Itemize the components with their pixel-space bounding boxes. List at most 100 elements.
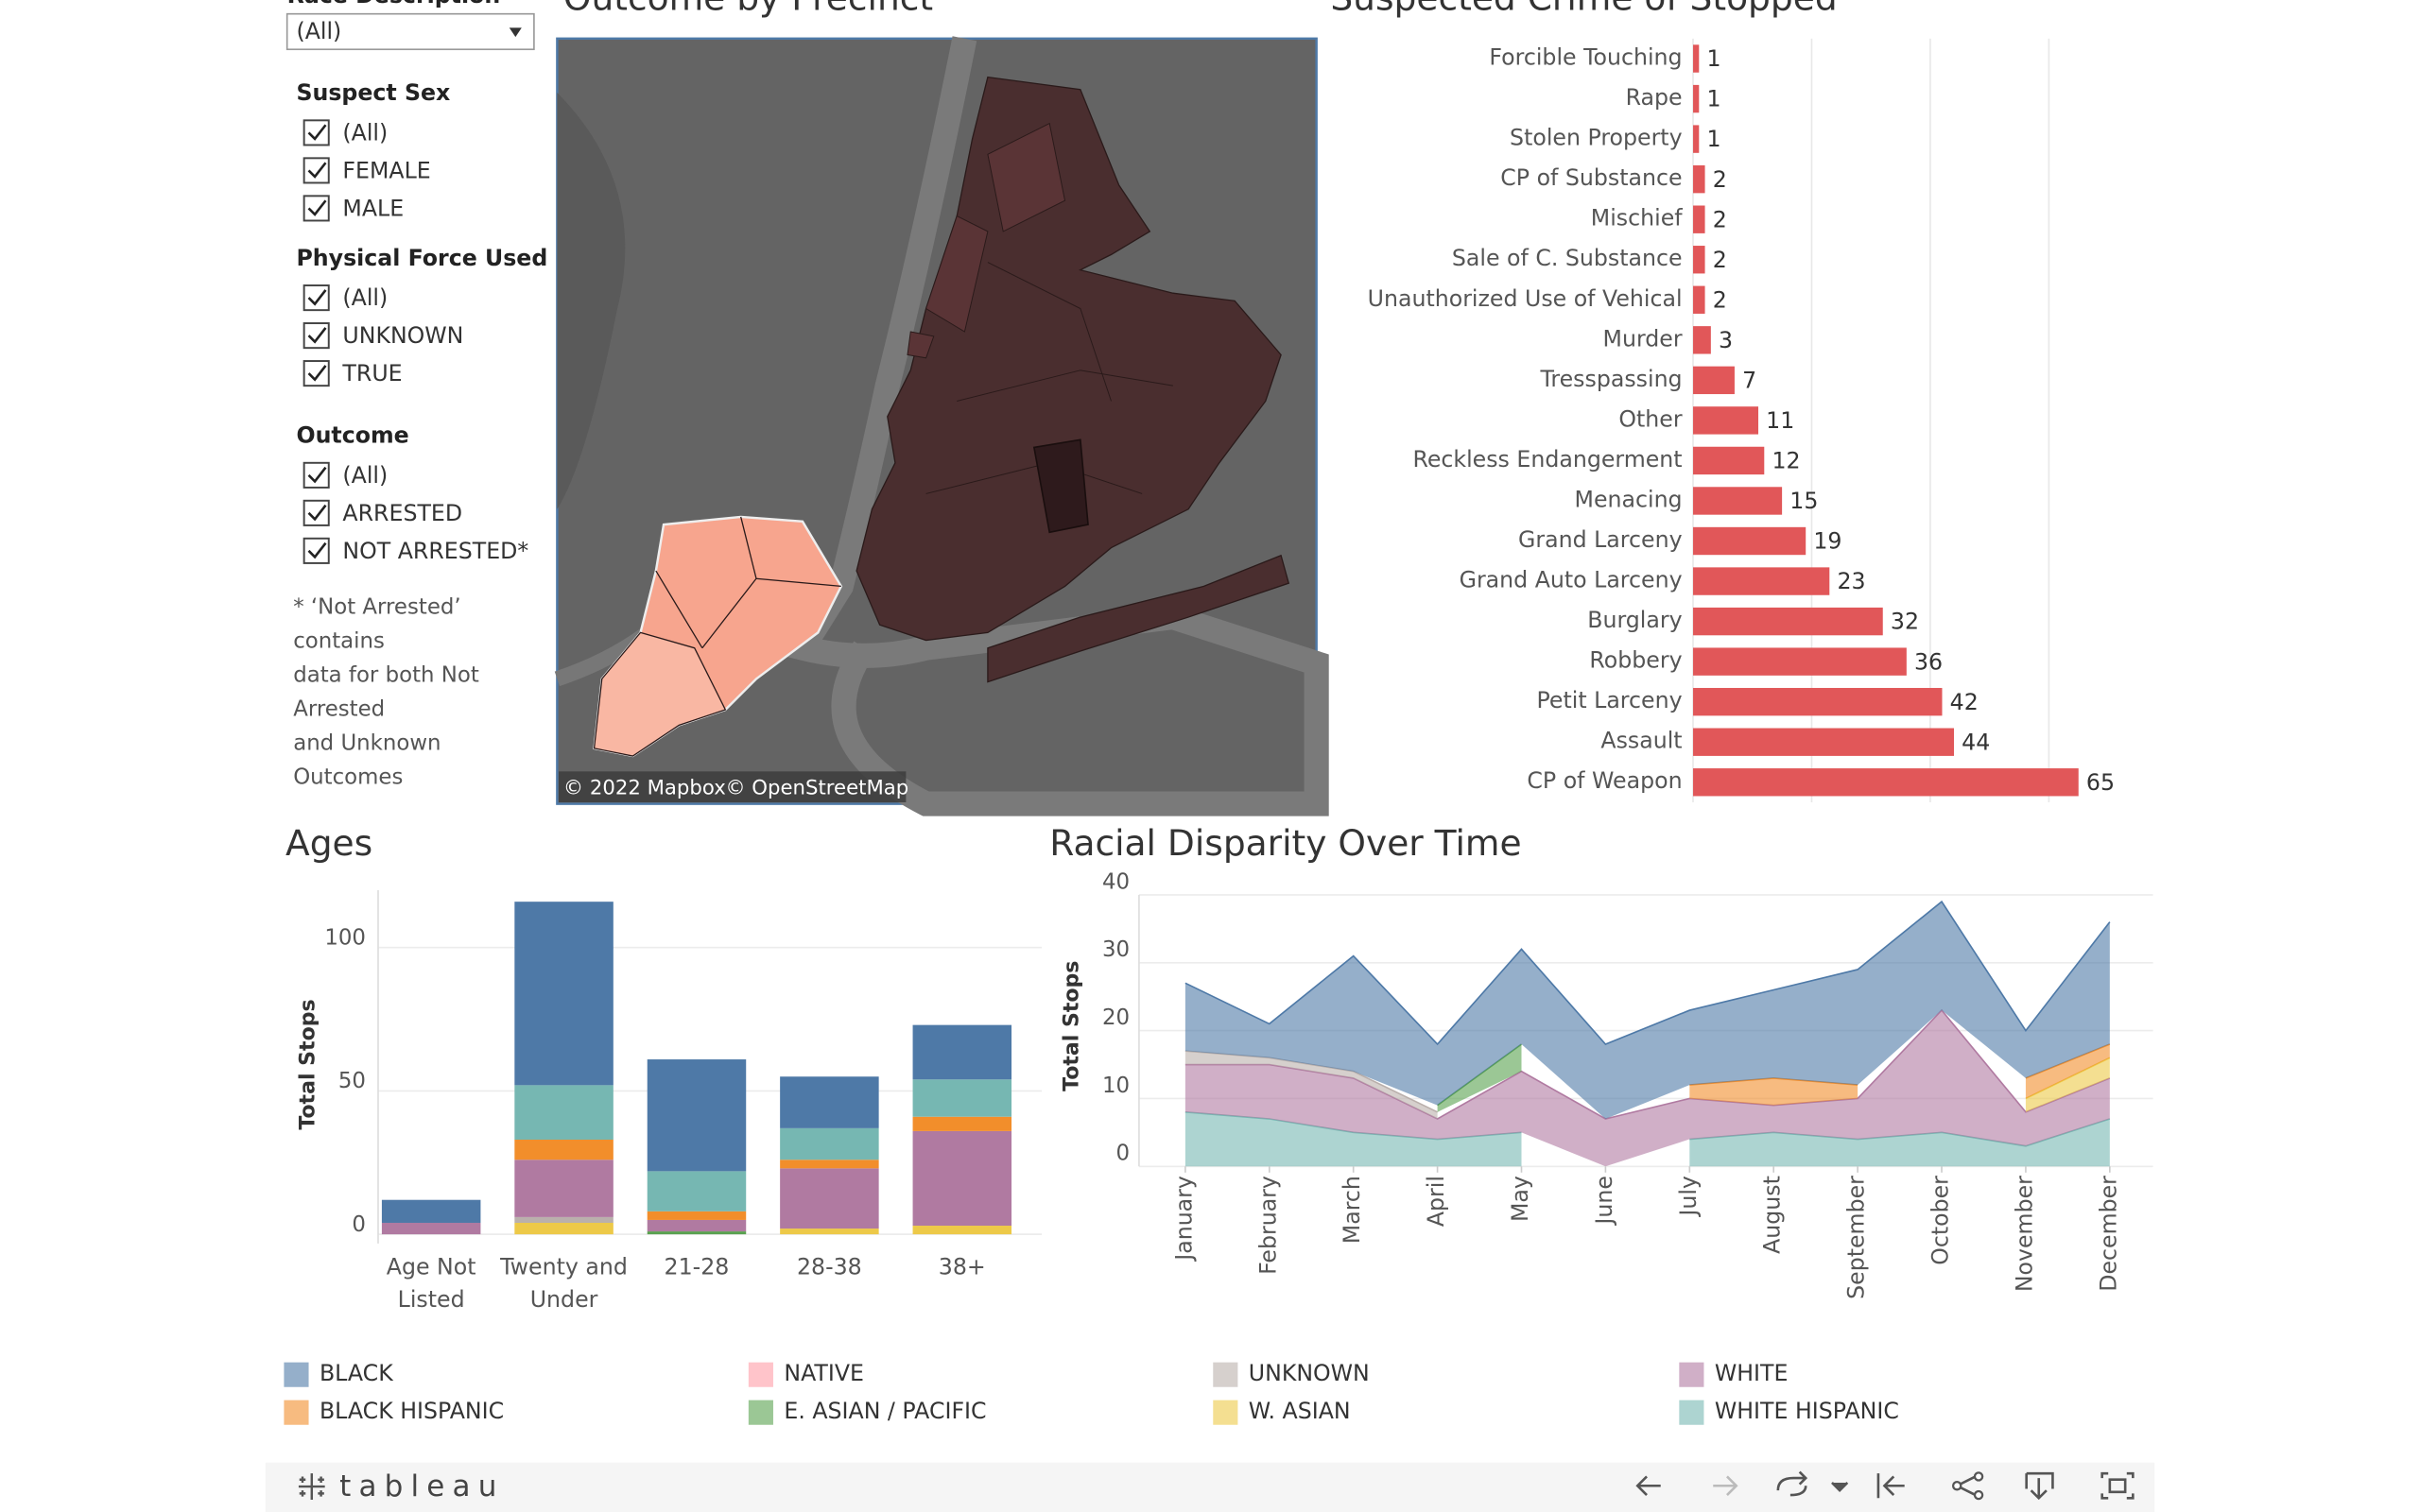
bar: [1693, 687, 1943, 716]
area: [2025, 1057, 2110, 1112]
checkbox-check: [307, 504, 327, 522]
filter-note: data for both Not: [293, 663, 479, 688]
x-tick-label: December: [2095, 1176, 2121, 1292]
filter-title: Physical Force Used: [296, 245, 547, 271]
dropdown-value: (All): [296, 18, 341, 44]
bar-segment: [381, 1199, 481, 1223]
bar-segment: [912, 1079, 1012, 1117]
bar: [1693, 44, 1700, 73]
bar-segment: [912, 1024, 1012, 1080]
category-label: Reckless Endangerment: [1412, 446, 1682, 472]
bar: [1693, 768, 2079, 797]
checkbox[interactable]: (All): [302, 461, 389, 489]
checkbox[interactable]: (All): [302, 119, 389, 146]
dropdown-arrow: [509, 27, 522, 38]
legend-label: W. ASIAN: [1249, 1398, 1351, 1424]
legend-label: BLACK HISPANIC: [320, 1398, 504, 1424]
area: [1184, 902, 2110, 1119]
data-label: 42: [1950, 689, 1979, 715]
legend-label: WHITE: [1715, 1360, 1789, 1386]
reset[interactable]: [1876, 1473, 1905, 1499]
bar: [1693, 446, 1765, 475]
y-tick-label: 0: [1116, 1142, 1131, 1166]
area-edge: [2025, 1057, 2111, 1100]
chart-title: Racial Disparity Over Time: [1049, 822, 1521, 864]
checkbox-box: [302, 195, 330, 222]
category-label: Sale of C. Substance: [1452, 245, 1683, 271]
x-tick-label: May: [1507, 1176, 1533, 1222]
checkbox[interactable]: MALE: [302, 195, 405, 222]
toolbar-icons: [1635, 1470, 2135, 1501]
category-label: Other: [1618, 405, 1682, 432]
category-label: Grand Larceny: [1518, 526, 1683, 553]
bar-segment: [780, 1160, 879, 1169]
undo[interactable]: [1635, 1475, 1661, 1496]
attribution: © 2022 Mapbox: [563, 776, 726, 799]
redo[interactable]: [1713, 1475, 1738, 1496]
bar: [1693, 84, 1700, 113]
category-label: Assault: [1600, 728, 1682, 754]
x-tick-label-box: Twenty and Under: [500, 1256, 628, 1313]
checkbox[interactable]: (All): [302, 284, 389, 312]
checkbox-box: [302, 284, 330, 312]
checkbox-label: (All): [342, 120, 388, 146]
data-label: 3: [1719, 327, 1733, 353]
checkbox-check: [307, 289, 327, 306]
checkbox-box: [302, 119, 330, 146]
checkbox-box: [302, 499, 330, 526]
checkbox[interactable]: UNKNOWN: [302, 322, 464, 349]
filter-groups: Suspect Sex (All) FEMALE MALE Physical Force…: [296, 79, 547, 564]
x-tick-label: June: [1591, 1176, 1617, 1227]
legend-swatch: [748, 1400, 773, 1425]
checkbox[interactable]: FEMALE: [302, 157, 431, 184]
download[interactable]: [2025, 1471, 2054, 1501]
data-label: 7: [1742, 367, 1756, 393]
checkbox-box: [302, 461, 330, 489]
checkbox-box: [302, 157, 330, 184]
bar-segment: [780, 1168, 879, 1229]
fullscreen[interactable]: [2100, 1471, 2135, 1500]
data-label: 32: [1891, 609, 1919, 635]
precinct: [1032, 438, 1089, 534]
revert-menu[interactable]: [1831, 1482, 1849, 1492]
x-tick-label: August: [1759, 1176, 1786, 1254]
x-tick-label: March: [1339, 1176, 1365, 1244]
x-tick-label-box: 38+: [939, 1256, 986, 1280]
map-land: [557, 92, 626, 509]
legend-label: UNKNOWN: [1249, 1360, 1370, 1386]
legend-swatch: [284, 1362, 309, 1387]
bar-segment: [514, 1085, 614, 1140]
dropdown[interactable]: (All): [285, 12, 535, 51]
bar: [1693, 125, 1700, 153]
checkbox-label: MALE: [342, 196, 404, 222]
area: [1184, 1010, 2110, 1167]
revert[interactable]: [1776, 1470, 1808, 1497]
precinct-map[interactable]: © 2022 Mapbox © OpenStreetMap: [554, 36, 1329, 816]
category-label: Rape: [1626, 84, 1683, 111]
axis-title: Total Stops: [1061, 961, 1084, 1091]
bar-segment: [647, 1059, 747, 1172]
x-tick-label: July: [1675, 1176, 1702, 1218]
checkbox-box: [302, 537, 330, 564]
x-tick-label: January: [1170, 1176, 1197, 1263]
legend-label: E. ASIAN / PACIFIC: [784, 1398, 986, 1424]
bar-segment: [514, 1140, 614, 1160]
area: [1689, 1043, 2110, 1106]
toolbar: [265, 1462, 2155, 1512]
x-tick-label-box: 21-28: [665, 1256, 730, 1280]
data-label: 1: [1706, 45, 1720, 72]
bar: [1693, 205, 1705, 233]
checkbox[interactable]: TRUE: [302, 360, 403, 387]
data-label: 2: [1713, 247, 1727, 273]
bar: [1693, 285, 1705, 314]
checkbox[interactable]: ARRESTED: [302, 499, 462, 526]
checkbox[interactable]: NOT ARRESTED*: [302, 537, 529, 564]
filter-note: Arrested: [293, 697, 385, 722]
category-label: CP of Substance: [1500, 164, 1682, 191]
legend-label: WHITE HISPANIC: [1715, 1398, 1899, 1424]
filter-title: Outcome: [296, 422, 408, 449]
data-label: 65: [2086, 769, 2115, 796]
x-tick-label: November: [2011, 1176, 2037, 1292]
checkbox-label: NOT ARRESTED*: [342, 538, 528, 564]
